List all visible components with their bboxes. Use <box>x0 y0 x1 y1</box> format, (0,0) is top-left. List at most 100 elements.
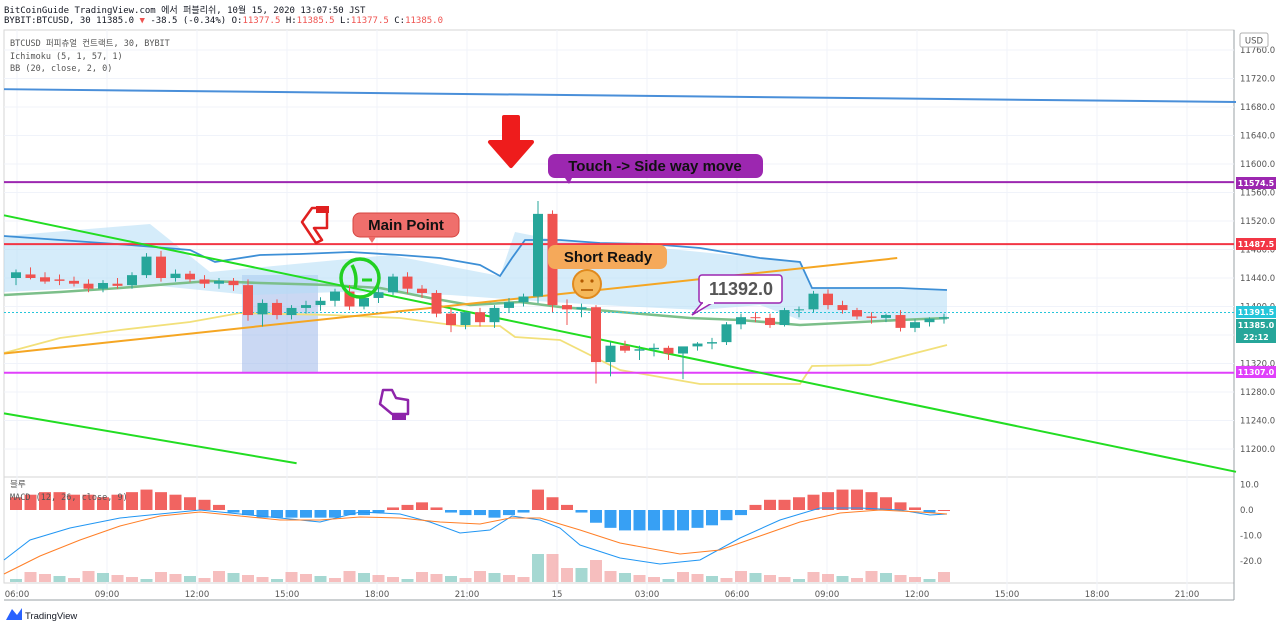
candle-body <box>649 347 659 350</box>
price-tick-label: 11320.0 <box>1240 360 1275 370</box>
candle-body <box>562 305 572 310</box>
macd-bar <box>561 504 573 510</box>
volume-bar <box>865 571 878 582</box>
macd-bar <box>300 510 312 518</box>
volume-bar <box>735 571 747 582</box>
macd-bar <box>720 510 733 521</box>
currency-box[interactable] <box>1239 32 1269 48</box>
candle-body <box>750 317 761 319</box>
volume-bar <box>140 579 153 582</box>
volume-bar <box>575 568 588 582</box>
volume-bar <box>416 572 428 582</box>
macd-bar <box>735 510 747 516</box>
macd-histogram <box>10 489 950 531</box>
macd-tick-label: -10.0 <box>1240 532 1262 542</box>
volume-bar <box>68 578 80 582</box>
macd-bar <box>53 492 66 510</box>
candle-body <box>98 282 108 289</box>
symbol-line: BYBIT:BTCUSD, 30 11385.0 ▼ -38.5 (-0.34%… <box>4 16 443 26</box>
candle-body <box>692 343 703 347</box>
macd-bar <box>633 510 646 531</box>
volume-bar <box>532 554 544 582</box>
price-tick-label: 11200.0 <box>1240 445 1275 455</box>
macd-bar <box>430 507 443 510</box>
volume-bar <box>358 573 370 582</box>
macd-bar <box>923 510 936 513</box>
time-axis-labels: 06:00 09:00 12:00 15:00 18:00 21:00 15 03:00 06:… <box>5 590 1200 600</box>
candle-body <box>11 272 21 278</box>
svg-text:11487.5: 11487.5 <box>1238 240 1275 249</box>
macd-bar <box>836 489 849 510</box>
macd-bar <box>68 494 80 510</box>
touch-text: Touch -> Side way move <box>568 158 742 175</box>
macd-bar <box>474 510 486 516</box>
candle-body <box>40 277 50 282</box>
volume-bar <box>619 573 631 582</box>
price-tick-label: 11480.0 <box>1240 246 1275 256</box>
candle-body <box>228 280 239 286</box>
time-tick-label: 21:00 <box>455 590 480 600</box>
candle-body <box>301 305 311 308</box>
candle-body <box>895 315 906 328</box>
macd-tick-label: 10.0 <box>1240 481 1259 491</box>
volume-bar <box>213 571 225 582</box>
volume-bar <box>561 568 573 582</box>
macd-bar <box>198 499 211 510</box>
volume-bar <box>677 572 689 582</box>
candle-body <box>214 280 224 284</box>
time-tick-label: 09:00 <box>95 590 120 600</box>
neutral-face-icon <box>572 269 602 299</box>
macd-bar <box>314 510 327 518</box>
macd-bar <box>662 510 675 531</box>
candle-body <box>475 312 485 323</box>
macd-bar <box>865 492 878 510</box>
price-tick-label: 11240.0 <box>1240 417 1275 427</box>
macd-bar <box>242 510 254 516</box>
candle-body <box>199 279 210 284</box>
candle-body <box>127 275 137 286</box>
volume-bar <box>372 575 385 582</box>
macd-legend: MACD (12, 26, close, 9) <box>10 493 128 503</box>
macd-bar <box>691 510 704 528</box>
macd-legend-title: 블루 <box>10 479 26 490</box>
resistance-line <box>3 88 1237 104</box>
volume-bar <box>445 576 457 582</box>
volume-bar <box>691 574 704 582</box>
legend-title: BTCUSD 퍼피츄얼 컨트랙트, 30, BYBIT <box>10 38 170 49</box>
macd-bar <box>575 510 588 513</box>
candle-body <box>431 292 442 314</box>
time-tick-label: 15 <box>552 590 563 600</box>
volume-bar <box>39 574 51 582</box>
volume-bar <box>300 574 312 582</box>
price-callout: 11392.0 <box>691 274 783 316</box>
volume-bar <box>662 579 675 582</box>
macd-bar <box>503 510 515 516</box>
volume-bar <box>53 576 66 582</box>
volume-bar <box>648 577 660 582</box>
time-tick-label: 15:00 <box>995 590 1020 600</box>
candle-body <box>286 307 297 316</box>
macd-bar <box>822 492 834 510</box>
volume-bar <box>880 573 892 582</box>
time-tick-label: 12:00 <box>185 590 210 600</box>
macd-bar <box>517 510 530 513</box>
price-tag-magenta: 11307.0 <box>1236 366 1276 378</box>
short-ready-callout: Short Ready <box>548 245 667 269</box>
tradingview-brand: TradingView <box>25 611 77 622</box>
volume-bar <box>851 578 863 582</box>
volume-bar <box>24 572 37 582</box>
svg-text:11385.0: 11385.0 <box>1238 321 1275 330</box>
volume-bar <box>488 573 501 582</box>
short-ready-text: Short Ready <box>564 249 653 266</box>
macd-bar <box>329 510 341 518</box>
price-tag-purple: 11574.5 <box>1236 177 1276 189</box>
candle-body <box>620 345 630 351</box>
candle-body <box>417 288 427 293</box>
svg-text:11391.5: 11391.5 <box>1238 308 1275 317</box>
touch-callout: Touch -> Side way move <box>548 154 763 184</box>
candle-body <box>373 292 384 298</box>
volume-bar <box>764 575 776 582</box>
macd-bar <box>155 492 167 510</box>
candle-body <box>591 307 601 363</box>
